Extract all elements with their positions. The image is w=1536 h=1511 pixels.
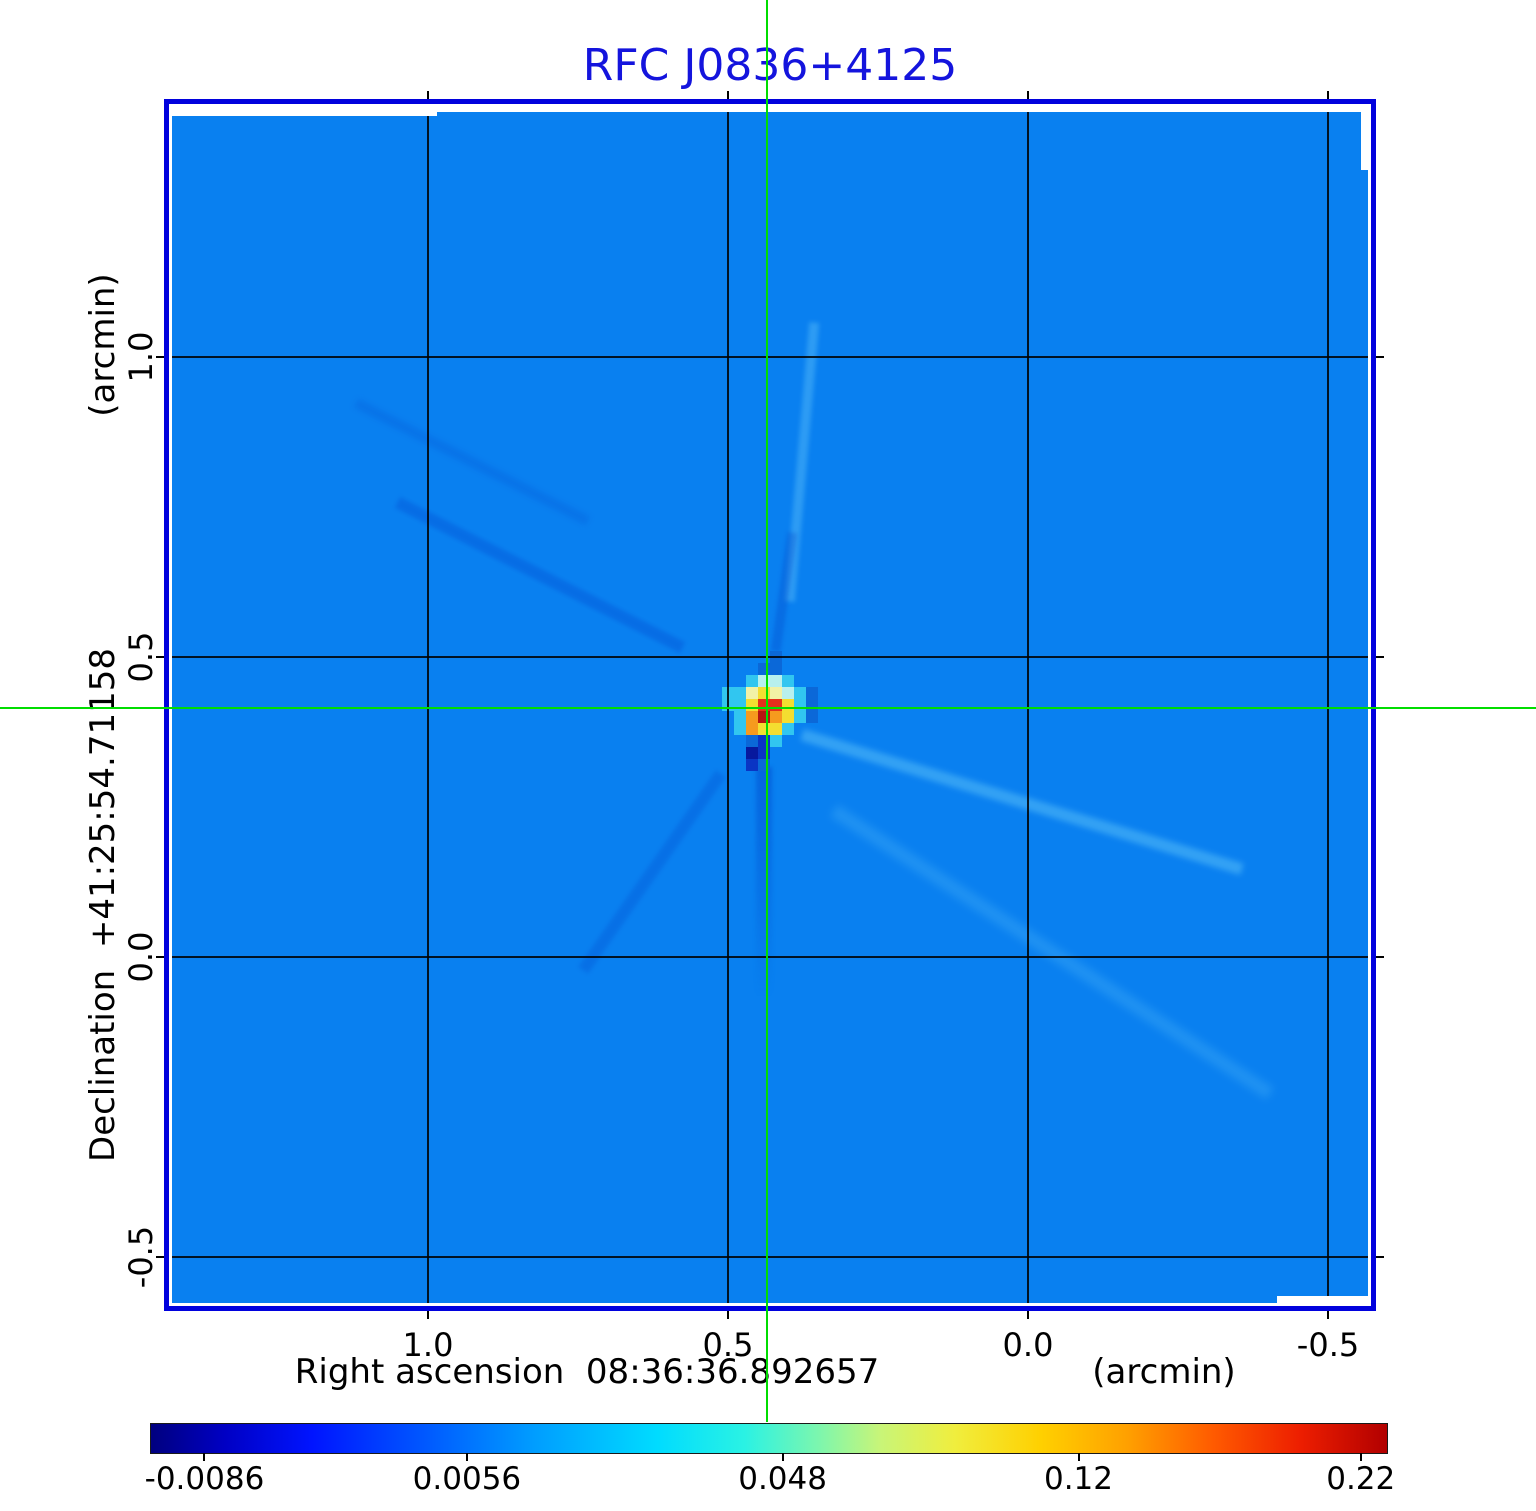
psf-pixel [782, 699, 794, 711]
colorbar-tick-label: 0.0056 [412, 1461, 522, 1497]
psf-pixel [770, 711, 782, 723]
psf-pixel [758, 759, 770, 771]
y-tick-mark-right [1376, 956, 1384, 958]
psf-pixel [758, 663, 770, 675]
psf-pixel [806, 699, 818, 711]
psf-pixel [746, 747, 758, 759]
x-tick-label: -0.5 [1296, 1326, 1360, 1364]
artifact-streak [800, 729, 1244, 875]
map-edge-gap [1361, 112, 1368, 170]
psf-pixel [746, 687, 758, 699]
psf-pixel [794, 699, 806, 711]
colorbar[interactable] [150, 1423, 1388, 1454]
colorbar-tick-mark [465, 1453, 468, 1461]
psf-pixel [758, 675, 770, 687]
psf-pixel [746, 723, 758, 735]
y-tick-mark-left [156, 956, 164, 958]
y-tick-mark-right [1376, 356, 1384, 358]
y-tick-mark-left [156, 656, 164, 658]
y-tick-label: 1.0 [122, 331, 160, 383]
artifact-streak [353, 398, 591, 526]
psf-pixel [758, 699, 770, 711]
y-tick-mark-left [156, 356, 164, 358]
y-tick-label: 0.0 [122, 931, 160, 983]
plot-frame[interactable] [164, 99, 1376, 1311]
x-tick-mark-top [427, 91, 429, 99]
y-axis-unit: (arcmin) [83, 273, 123, 417]
psf-pixel [746, 711, 758, 723]
psf-pixel [746, 759, 758, 771]
psf-pixel [758, 711, 770, 723]
grid-line-horizontal [172, 656, 1368, 658]
artifact-streak [578, 770, 726, 974]
grid-line-horizontal [172, 1256, 1368, 1258]
colorbar-tick-label: -0.0086 [144, 1461, 265, 1497]
psf-pixel [734, 711, 746, 723]
x-axis-unit: (arcmin) [1092, 1352, 1236, 1392]
crosshair-horizontal-line [0, 707, 1536, 709]
x-tick-label: 1.0 [402, 1326, 454, 1364]
x-tick-mark-bottom [427, 1311, 429, 1319]
y-tick-mark-left [156, 1256, 164, 1258]
psf-pixel [758, 747, 770, 759]
y-axis-label: Declination +41:25:54.71158 [83, 648, 123, 1162]
psf-pixel [794, 687, 806, 699]
psf-pixel [806, 687, 818, 699]
psf-pixel [734, 699, 746, 711]
psf-pixel [746, 735, 758, 747]
psf-pixel [734, 687, 746, 699]
psf-pixel [782, 675, 794, 687]
y-tick-mark-right [1376, 1256, 1384, 1258]
colorbar-tick-label: 0.22 [1326, 1461, 1396, 1497]
x-tick-mark-top [1327, 91, 1329, 99]
psf-pixel [770, 687, 782, 699]
psf-pixel [770, 675, 782, 687]
psf-pixel [782, 723, 794, 735]
colorbar-tick-mark [1359, 1453, 1362, 1461]
map-edge-gap [1277, 1296, 1368, 1303]
psf-pixel [746, 675, 758, 687]
figure-title: RFC J0836+4125 [582, 40, 958, 91]
artifact-streak [830, 804, 1274, 1100]
psf-pixel [794, 711, 806, 723]
psf-pixel [758, 687, 770, 699]
y-tick-label: 0.5 [122, 631, 160, 683]
artifact-streak [394, 497, 686, 653]
psf-pixel [782, 687, 794, 699]
psf-pixel [770, 699, 782, 711]
psf-pixel [770, 663, 782, 675]
colorbar-tick-mark [203, 1453, 206, 1461]
x-tick-mark-top [727, 91, 729, 99]
x-tick-mark-top [1027, 91, 1029, 99]
crosshair-vertical-line [766, 0, 768, 1422]
artifact-streak [756, 767, 772, 997]
psf-pixel [806, 711, 818, 723]
y-tick-label: -0.5 [122, 1225, 160, 1289]
grid-line-horizontal [172, 956, 1368, 958]
colorbar-tick-label: 0.12 [1043, 1461, 1114, 1497]
psf-pixel [746, 699, 758, 711]
psf-pixel [782, 711, 794, 723]
psf-pixel [770, 723, 782, 735]
x-tick-mark-bottom [1027, 1311, 1029, 1319]
x-tick-mark-bottom [1327, 1311, 1329, 1319]
grid-line-horizontal [172, 356, 1368, 358]
y-tick-mark-right [1376, 656, 1384, 658]
map-edge-gap [172, 112, 437, 116]
colorbar-tick-mark [781, 1453, 784, 1461]
colorbar-tick-label: 0.048 [738, 1461, 827, 1497]
psf-pixel [758, 723, 770, 735]
psf-pixel [770, 735, 782, 747]
x-axis-label: Right ascension 08:36:36.892657 [294, 1352, 880, 1392]
x-tick-label: 0.0 [1002, 1326, 1054, 1364]
colorbar-tick-mark [1077, 1453, 1080, 1461]
x-tick-label: 0.5 [702, 1326, 754, 1364]
x-tick-mark-bottom [727, 1311, 729, 1319]
psf-pixel [734, 723, 746, 735]
psf-pixel [758, 735, 770, 747]
